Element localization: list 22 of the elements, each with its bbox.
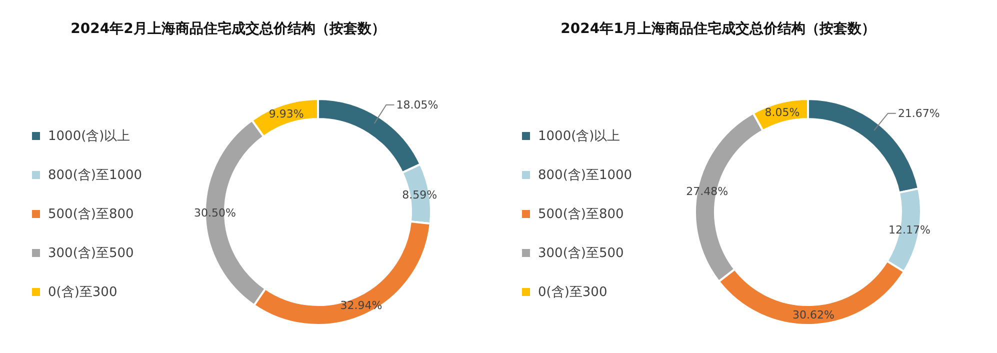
legend-label: 300(含)至500 [538,244,624,262]
legend-label: 500(含)至800 [538,206,624,222]
data-label: 27.48% [686,184,728,198]
data-label: 21.67% [898,106,940,120]
data-label: 18.05% [396,98,438,112]
legend-label: 500(含)至800 [48,206,134,222]
legend-label: 800(含)至1000 [48,166,142,184]
data-label: 30.62% [792,308,834,322]
legend-label: 1000(含)以上 [48,128,130,144]
data-label: 8.05% [764,106,800,119]
legend-label: 0(含)至300 [48,284,118,300]
data-label: 32.94% [340,298,382,312]
data-label: 9.93% [268,107,304,120]
data-label: 8.59% [402,188,438,202]
legend-label: 0(含)至300 [538,284,608,300]
chart-title: 2024年1月上海商品住宅成交总价结构（按套数） [560,20,876,38]
legend-label: 1000(含)以上 [538,128,620,144]
legend-label: 300(含)至500 [48,244,134,262]
data-label: 30.50% [194,206,236,220]
chart-title: 2024年2月上海商品住宅成交总价结构（按套数） [70,20,386,38]
data-label: 12.17% [888,223,930,236]
legend-label: 800(含)至1000 [538,166,632,184]
